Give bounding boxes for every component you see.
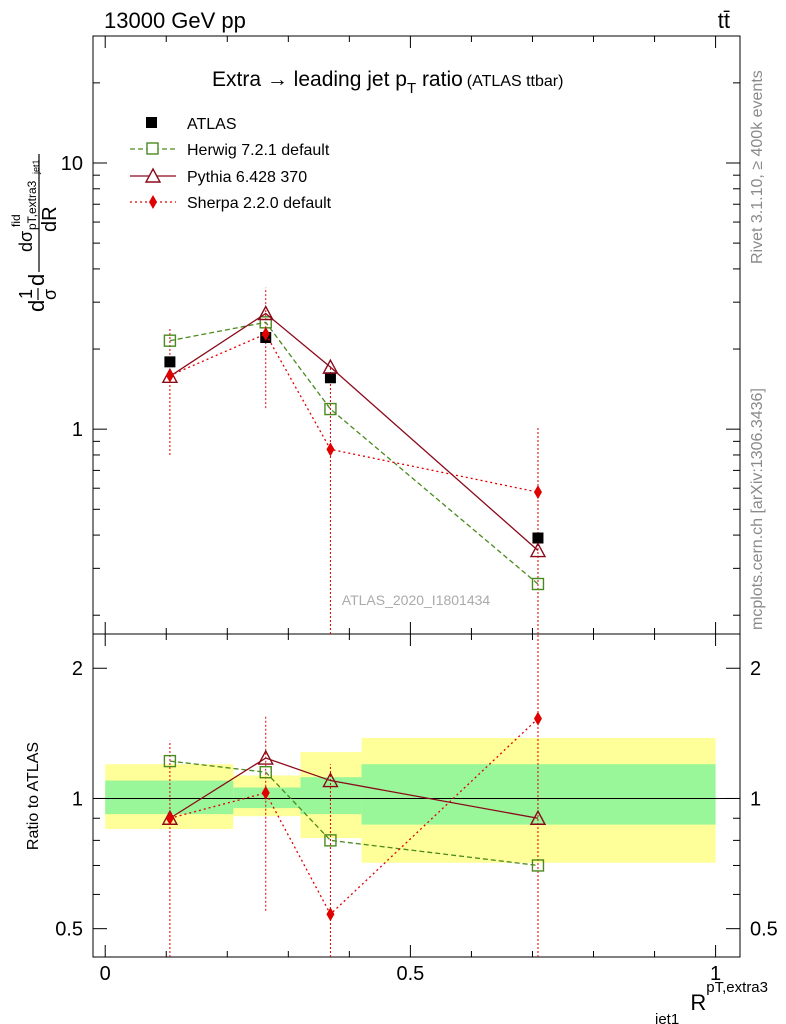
herwig-ratio-point — [531, 859, 545, 872]
herwig-ratio-point — [324, 834, 337, 847]
pythia-point — [529, 542, 547, 558]
legend-marker-herwig — [146, 142, 159, 155]
sherpa-point — [261, 326, 270, 341]
atlas-point — [532, 532, 544, 544]
bottom-y-tick-label: 2 — [72, 658, 83, 680]
herwig-point — [163, 334, 177, 347]
x-axis-label: RpT,extra3 jet1 — [654, 979, 768, 1024]
sherpa-ratio-point — [261, 785, 270, 800]
legend-label-atlas: ATLAS — [187, 116, 237, 133]
top-y-axis-label: d 1 σ d dσ fid pT,extra3 jet1 dR — [9, 154, 61, 312]
ratio-band-inner-1 — [233, 787, 301, 809]
top-y-tick-label: 10 — [61, 153, 83, 175]
pythia-ratio-point — [257, 749, 274, 765]
svg-text:pT,extra3: pT,extra3 — [25, 180, 39, 230]
svg-text:dR: dR — [39, 206, 61, 232]
x-tick-label: 0.5 — [396, 963, 424, 985]
ratio-band-inner-2 — [300, 777, 362, 815]
herwig-ratio-point — [259, 766, 272, 779]
x-tick-label: 1 — [710, 963, 721, 985]
sherpa-point — [165, 368, 174, 383]
svg-text:d: d — [24, 274, 49, 286]
top-y-tick-label: 1 — [72, 419, 83, 441]
herwig-ratio-line — [169, 760, 539, 867]
sherpa-point — [533, 485, 542, 500]
herwig-point — [531, 577, 545, 591]
bottom-y-tick-label: 0.5 — [55, 919, 83, 941]
legend-label-pythia: Pythia 6.428 370 — [187, 169, 307, 186]
pythia-ratio-point — [322, 772, 339, 788]
atlas-point — [164, 356, 176, 368]
legend: ATLAS Herwig 7.2.1 default Pythia 6.428 … — [130, 116, 332, 212]
herwig-point — [324, 402, 337, 416]
ratio-band-inner-3 — [361, 764, 716, 825]
sherpa-ratio-point — [533, 711, 542, 726]
analysis-id-label: ATLAS_2020_I1801434 — [342, 592, 491, 608]
pythia-ratio-line — [169, 757, 539, 819]
sherpa-point — [326, 442, 335, 457]
svg-text:σ: σ — [40, 289, 60, 300]
bottom-y-tick-label-right: 1 — [750, 788, 761, 810]
herwig-ratio-point — [163, 754, 177, 768]
x-tick-label: 0 — [100, 963, 111, 985]
svg-text:jet1: jet1 — [31, 159, 41, 175]
bottom-y-axis-label: Ratio to ATLAS — [25, 742, 42, 850]
legend-marker-pythia — [144, 167, 162, 183]
sherpa-ratio-point — [165, 811, 174, 826]
bottom-y-tick-label-right: 0.5 — [750, 919, 778, 941]
mcplots-label: mcplots.cern.ch [arXiv:1306.3436] — [749, 388, 766, 630]
pythia-ratio-point — [529, 809, 547, 825]
pythia-line — [169, 312, 539, 552]
svg-text:fid: fid — [9, 214, 23, 227]
bottom-y-tick-label-right: 2 — [750, 658, 761, 680]
atlas-point — [324, 372, 336, 384]
sherpa-ratio-point — [326, 907, 335, 922]
rivet-version-label: Rivet 3.1.10, ≥ 400k events — [749, 70, 766, 264]
legend-label-herwig: Herwig 7.2.1 default — [187, 142, 330, 159]
legend-label-sherpa: Sherpa 2.2.0 default — [187, 195, 332, 212]
legend-marker-sherpa — [149, 195, 157, 209]
svg-text:dσ: dσ — [16, 231, 36, 252]
svg-text:1: 1 — [16, 289, 36, 299]
chart-title: Extra → leading jet pT ratio (ATLAS ttbar… — [212, 68, 563, 97]
bottom-y-tick-label: 1 — [72, 788, 83, 810]
pythia-point — [322, 358, 339, 374]
herwig-line — [169, 321, 539, 585]
sherpa-line — [169, 333, 539, 493]
svg-text:d: d — [24, 300, 49, 312]
legend-marker-atlas — [146, 117, 157, 128]
process-label: tt̄ — [718, 8, 730, 33]
bottom-panel-frame — [92, 633, 741, 958]
ratio-band-inner-0 — [105, 780, 234, 815]
energy-label: 13000 GeV pp — [104, 8, 246, 33]
pythia-point — [257, 305, 274, 321]
